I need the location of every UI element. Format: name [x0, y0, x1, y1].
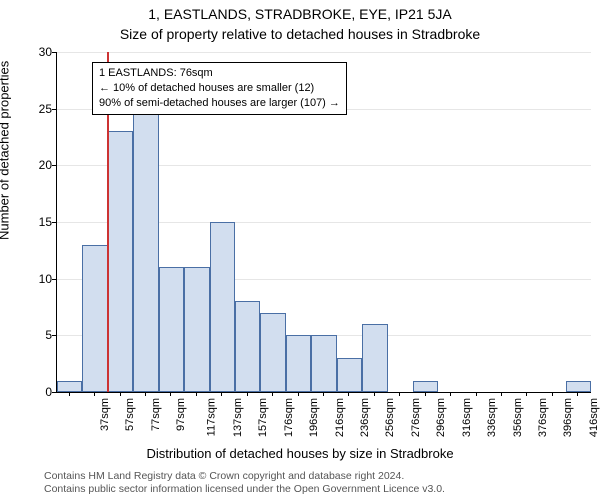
infobox-line1: 1 EASTLANDS: 76sqm: [99, 66, 340, 81]
x-tick-label: 137sqm: [232, 398, 244, 437]
x-tick-label: 157sqm: [257, 398, 269, 437]
x-tick: [577, 392, 578, 396]
histogram-bar: [362, 324, 387, 392]
histogram-bar: [133, 109, 158, 392]
attribution: Contains HM Land Registry data © Crown c…: [44, 470, 445, 496]
infobox-line3: 90% of semi-detached houses are larger (…: [99, 96, 340, 111]
y-tick: [52, 392, 56, 393]
y-tick-label: 20: [12, 158, 52, 172]
x-tick: [374, 392, 375, 396]
x-tick: [526, 392, 527, 396]
x-tick-label: 316sqm: [461, 398, 473, 437]
property-info-box: 1 EASTLANDS: 76sqm ← 10% of detached hou…: [92, 62, 347, 115]
x-tick: [120, 392, 121, 396]
histogram-bar: [286, 335, 311, 392]
x-tick: [552, 392, 553, 396]
y-tick-label: 10: [12, 272, 52, 286]
y-tick-label: 30: [12, 45, 52, 59]
x-tick: [450, 392, 451, 396]
y-tick: [52, 222, 56, 223]
x-tick: [94, 392, 95, 396]
x-tick: [298, 392, 299, 396]
histogram-bar: [184, 267, 209, 392]
y-tick: [52, 279, 56, 280]
x-tick: [221, 392, 222, 396]
y-tick-label: 15: [12, 215, 52, 229]
histogram-bar: [260, 313, 285, 392]
histogram-bar: [210, 222, 235, 392]
x-tick: [501, 392, 502, 396]
x-tick-label: 57sqm: [124, 398, 136, 431]
y-tick: [52, 52, 56, 53]
x-axis-label: Distribution of detached houses by size …: [0, 446, 600, 461]
infobox-line2: ← 10% of detached houses are smaller (12…: [99, 81, 340, 96]
x-tick-label: 396sqm: [563, 398, 575, 437]
y-tick-label: 0: [12, 385, 52, 399]
x-tick-label: 256sqm: [385, 398, 397, 437]
x-tick-label: 77sqm: [150, 398, 162, 431]
histogram-bar: [108, 131, 133, 392]
x-tick-label: 376sqm: [537, 398, 549, 437]
y-tick: [52, 109, 56, 110]
histogram-bar: [57, 381, 82, 392]
x-tick: [272, 392, 273, 396]
x-tick: [247, 392, 248, 396]
chart-title-line1: 1, EASTLANDS, STRADBROKE, EYE, IP21 5JA: [0, 6, 600, 22]
x-tick: [170, 392, 171, 396]
x-tick: [399, 392, 400, 396]
y-tick: [52, 335, 56, 336]
histogram-bar: [566, 381, 591, 392]
histogram-bar: [82, 245, 107, 392]
x-tick-label: 196sqm: [308, 398, 320, 437]
x-tick-label: 336sqm: [486, 398, 498, 437]
y-tick-label: 25: [12, 102, 52, 116]
histogram-bar: [235, 301, 260, 392]
x-tick-label: 356sqm: [512, 398, 524, 437]
x-tick-label: 296sqm: [435, 398, 447, 437]
x-tick-label: 416sqm: [588, 398, 600, 437]
x-tick-label: 236sqm: [359, 398, 371, 437]
x-tick: [425, 392, 426, 396]
histogram-bar: [159, 267, 184, 392]
x-tick-label: 216sqm: [334, 398, 346, 437]
x-tick: [196, 392, 197, 396]
x-tick: [476, 392, 477, 396]
x-tick: [145, 392, 146, 396]
x-tick-label: 37sqm: [99, 398, 111, 431]
x-tick: [69, 392, 70, 396]
x-tick: [348, 392, 349, 396]
y-tick-label: 5: [12, 328, 52, 342]
y-axis-label: Number of detached properties: [0, 61, 12, 240]
histogram-bar: [311, 335, 336, 392]
histogram-bar: [337, 358, 362, 392]
x-tick: [323, 392, 324, 396]
y-tick: [52, 165, 56, 166]
chart-title-line2: Size of property relative to detached ho…: [0, 26, 600, 42]
attribution-line1: Contains HM Land Registry data © Crown c…: [44, 470, 445, 483]
attribution-line2: Contains public sector information licen…: [44, 483, 445, 496]
histogram-bar: [413, 381, 438, 392]
x-tick-label: 176sqm: [283, 398, 295, 437]
x-tick-label: 117sqm: [206, 398, 218, 436]
x-tick-label: 276sqm: [410, 398, 422, 437]
x-tick-label: 97sqm: [175, 398, 187, 431]
gridline: [57, 52, 591, 53]
